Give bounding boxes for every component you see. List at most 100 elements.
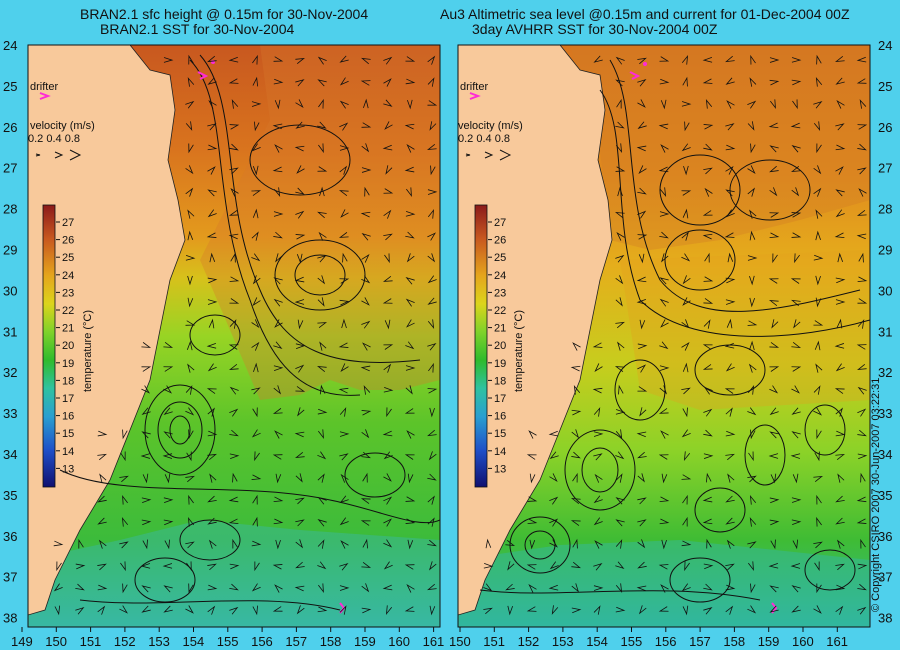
right-velocity-arrow — [593, 517, 603, 526]
left-velocity-arrow — [97, 563, 107, 571]
right-velocity-arrow — [658, 166, 669, 173]
left-velocity-arrow — [317, 473, 325, 483]
left-velocity-arrow — [295, 187, 305, 195]
right-velocity-arrow — [658, 123, 669, 130]
right-velocity-arrow — [572, 472, 578, 483]
right-velocity-arrow — [857, 363, 867, 371]
left-velocity-arrow — [385, 165, 393, 175]
left-velocity-arrow — [163, 366, 174, 372]
right-velocity-arrow — [837, 252, 844, 263]
left-lon-label: 158 — [320, 634, 342, 649]
right-velocity-arrow — [769, 342, 780, 348]
right-velocity-arrow — [791, 145, 801, 153]
left-velocity-arrow — [384, 319, 391, 330]
left-velocity-arrow — [295, 210, 305, 219]
left-lon-label: 161 — [423, 634, 445, 649]
left-velocity-arrow — [208, 539, 217, 549]
left-velocity-arrow — [317, 79, 327, 87]
right-velocity-arrow — [727, 473, 735, 483]
left-velocity-arrow — [295, 79, 305, 87]
right-velocity-arrow — [747, 385, 755, 395]
right-velocity-arrow — [835, 605, 844, 615]
left-velocity-arrow — [229, 298, 240, 304]
left-velocity-arrow — [274, 430, 283, 439]
left-velocity-arrow — [340, 363, 349, 373]
left-velocity-arrow — [339, 299, 350, 306]
right-velocity-arrow — [816, 516, 822, 527]
left-velocity-arrow — [207, 77, 217, 85]
left-colorbar-label: 17 — [62, 393, 74, 405]
left-velocity-label: velocity (m/s) — [30, 120, 95, 132]
right-velocity-arrow — [660, 99, 667, 110]
right-velocity-arrow — [661, 539, 667, 550]
right-velocity-arrow — [768, 278, 779, 284]
left-velocity-arrow — [273, 341, 283, 350]
left-velocity-arrow — [98, 539, 107, 549]
right-velocity-arrow — [682, 605, 689, 616]
right-velocity-arrow — [790, 563, 801, 569]
right-velocity-arrow — [637, 364, 647, 373]
right-velocity-arrow — [549, 451, 559, 460]
left-colorbar — [42, 204, 56, 488]
left-velocity-arrow — [383, 56, 393, 65]
left-velocity-arrow — [142, 473, 149, 484]
right-velocity-arrow — [659, 211, 670, 217]
left-velocity-arrow — [404, 564, 415, 570]
left-velocity-arrow — [427, 539, 437, 547]
right-velocity-arrow — [615, 539, 623, 549]
left-velocity-arrow — [317, 519, 327, 527]
left-velocity-arrow — [140, 453, 151, 459]
right-velocity-arrow — [526, 454, 537, 460]
left-velocity-arrow — [121, 517, 129, 527]
right-colorbar-label: 14 — [494, 446, 506, 458]
left-velocity-arrow — [230, 188, 239, 197]
right-velocity-arrow — [860, 472, 866, 483]
right-velocity-arrow — [725, 453, 735, 461]
right-velocity-arrow — [726, 318, 733, 329]
right-velocity-arrow — [813, 320, 824, 326]
left-velocity-arrow — [254, 451, 260, 462]
right-velocity-arrow — [769, 187, 778, 197]
right-velocity-arrow — [725, 299, 736, 305]
left-velocity-arrow — [339, 562, 349, 571]
left-colorbar-label: 14 — [62, 446, 74, 458]
right-velocity-arrow — [702, 344, 713, 350]
right-velocity-arrow — [660, 430, 669, 439]
left-velocity-arrow — [207, 517, 217, 525]
right-velocity-arrow — [815, 209, 823, 219]
right-velocity-arrow — [526, 606, 537, 612]
right-velocity-arrow — [703, 563, 714, 570]
right-velocity-arrow — [814, 340, 821, 351]
left-velocity-arrow — [296, 253, 303, 264]
left-velocity-arrow — [252, 208, 259, 219]
left-velocity-arrow — [361, 429, 370, 439]
right-velocity-arrow — [528, 430, 537, 439]
left-velocity-arrow — [208, 318, 215, 329]
right-velocity-arrow — [615, 56, 625, 65]
right-velocity-arrow — [816, 429, 822, 440]
right-velocity-arrow — [725, 209, 735, 218]
left-colorbar-label: 15 — [62, 428, 74, 440]
right-velocity-arrow — [659, 365, 670, 371]
right-velocity-arrow — [791, 605, 801, 613]
right-velocity-arrow — [813, 407, 823, 416]
right-velocity-arrow — [658, 564, 669, 570]
right-velocity-arrow — [702, 496, 713, 503]
left-velocity-arrow — [294, 299, 305, 305]
left-velocity-arrow — [185, 255, 196, 261]
right-velocity-arrow — [749, 340, 755, 351]
left-velocity-arrow — [272, 166, 283, 173]
left-velocity-arrow — [406, 584, 415, 593]
right-warm-region — [570, 45, 870, 250]
right-velocity-arrow — [615, 143, 623, 153]
right-velocity-arrow — [703, 124, 714, 130]
right-velocity-arrows — [465, 149, 512, 161]
right-warm-band — [620, 250, 870, 410]
right-drifter-label: drifter — [460, 81, 488, 93]
right-colorbar-label: 13 — [494, 463, 506, 475]
right-velocity-arrow — [747, 475, 757, 483]
left-velocity-arrow — [163, 431, 173, 439]
right-velocity-arrow — [835, 299, 846, 305]
left-velocity-arrow — [185, 320, 196, 326]
left-velocity-arrow — [252, 407, 258, 418]
